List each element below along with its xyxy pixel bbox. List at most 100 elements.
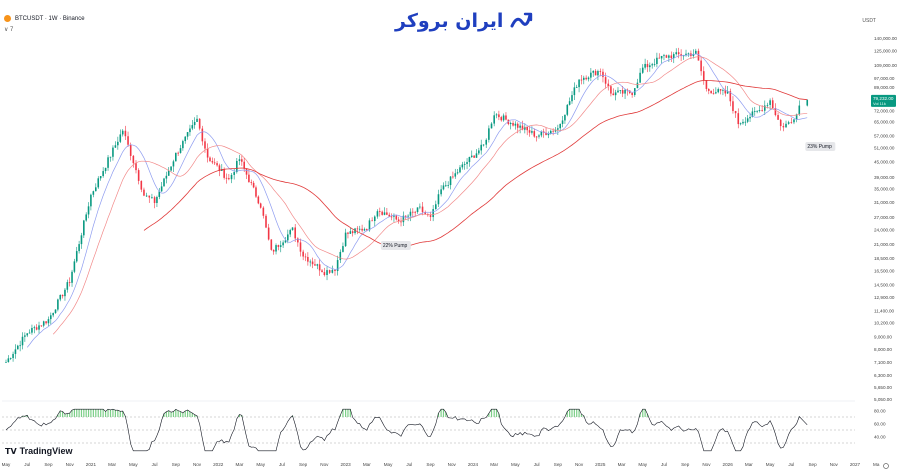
candle-up xyxy=(158,191,161,197)
time-tick-label: May xyxy=(256,462,265,467)
candle-down xyxy=(209,157,211,162)
candle-up xyxy=(331,269,334,273)
candle-up xyxy=(19,345,21,347)
candle-up xyxy=(368,220,371,231)
brand-logo: ایران بروکر xyxy=(395,10,533,32)
candle-down xyxy=(670,55,673,59)
brand-logo-text: ایران بروکر xyxy=(395,10,504,32)
candle-down xyxy=(710,90,712,94)
time-tick-label: Jul xyxy=(279,462,285,467)
bitcoin-icon xyxy=(4,15,11,22)
candle-down xyxy=(452,176,454,178)
candle-up xyxy=(660,55,663,59)
candle-down xyxy=(314,264,316,266)
candle-up xyxy=(349,231,352,234)
rsi-line xyxy=(5,408,808,452)
candle-up xyxy=(196,118,198,122)
candle-down xyxy=(610,86,612,94)
candle-up xyxy=(282,242,284,246)
candle-up xyxy=(376,211,379,217)
symbol-title: BTCUSDT · 1W · Binance xyxy=(15,15,85,22)
candle-down xyxy=(737,113,740,125)
settings-icon xyxy=(883,463,889,469)
time-tick-label: Sep xyxy=(426,462,435,467)
candle-down xyxy=(665,55,668,58)
candle-down xyxy=(198,118,201,129)
candle-down xyxy=(206,148,209,158)
candle-up xyxy=(402,215,405,223)
time-tick-label: Sep xyxy=(808,462,817,467)
candle-down xyxy=(729,91,732,102)
candle-down xyxy=(135,163,137,171)
indicator-toggle[interactable]: ∨ 7 xyxy=(4,27,14,33)
symbol-header[interactable]: BTCUSDT · 1W · Binance xyxy=(4,15,85,22)
candle-up xyxy=(16,345,19,350)
candle-down xyxy=(228,178,230,180)
candle-down xyxy=(259,203,262,208)
price-tick-label: 27,000.00 xyxy=(874,215,895,220)
candle-up xyxy=(289,230,291,235)
candle-down xyxy=(270,239,273,250)
candle-down xyxy=(302,251,304,257)
price-tick-label: 10,200.00 xyxy=(874,321,895,326)
candle-up xyxy=(672,54,675,59)
candle-up xyxy=(475,153,478,158)
candle-up xyxy=(42,321,45,326)
candle-up xyxy=(454,173,457,177)
candle-down xyxy=(552,130,554,132)
candle-up xyxy=(514,123,517,126)
candle-up xyxy=(749,116,751,119)
time-tick-label: Jul xyxy=(788,462,794,467)
candle-up xyxy=(617,90,619,93)
candle-up xyxy=(336,260,339,272)
candle-up xyxy=(236,161,238,173)
currency-label[interactable]: USDT xyxy=(862,18,876,24)
time-tick-label: 2023 xyxy=(340,462,351,467)
candle-up xyxy=(675,52,678,55)
candle-up xyxy=(549,130,552,134)
candle-down xyxy=(153,197,156,204)
price-tick-label: 21,000.00 xyxy=(874,242,895,247)
candle-up xyxy=(685,53,687,56)
candle-down xyxy=(505,115,507,120)
time-tick-label: Jul xyxy=(406,462,412,467)
candle-up xyxy=(739,123,742,125)
tradingview-logo-icon: 𝗧𝗩 xyxy=(5,446,17,456)
candle-up xyxy=(309,261,312,263)
price-tick-label: 24,000.00 xyxy=(874,228,895,233)
time-tick-label: Mar xyxy=(618,462,626,467)
candle-up xyxy=(64,289,66,297)
candle-up xyxy=(78,244,80,252)
candle-down xyxy=(412,211,414,213)
candle-up xyxy=(393,215,395,217)
candle-down xyxy=(294,227,296,239)
candle-down xyxy=(388,214,391,217)
candle-down xyxy=(361,228,363,231)
candle-up xyxy=(663,55,665,57)
candle-up xyxy=(636,82,639,89)
price-tick-label: 7,100.00 xyxy=(874,360,892,365)
price-tick-label: 72,000.00 xyxy=(874,108,895,113)
tradingview-branding[interactable]: 𝗧𝗩 TradingView xyxy=(5,446,73,456)
candle-down xyxy=(707,88,710,91)
last-price-value: 79,232.00 xyxy=(873,96,894,101)
candle-up xyxy=(639,72,641,83)
time-tick-label: Nov xyxy=(193,462,202,467)
price-tick-label: 57,000.00 xyxy=(874,134,895,139)
candle-up xyxy=(753,111,756,112)
candle-up xyxy=(409,211,412,216)
candle-up xyxy=(363,229,366,231)
candle-up xyxy=(24,335,26,337)
candle-down xyxy=(323,272,326,276)
candle-up xyxy=(614,92,617,96)
candle-down xyxy=(267,227,270,240)
candle-down xyxy=(211,161,214,163)
price-tick-label: 125,000.00 xyxy=(874,48,897,53)
chart-trend-arrow-icon xyxy=(510,12,533,28)
time-tick-label: Mar xyxy=(236,462,244,467)
candle-down xyxy=(395,215,398,220)
candle-up xyxy=(75,251,78,262)
candle-down xyxy=(299,242,302,252)
price-tick-label: 89,000.00 xyxy=(874,85,895,90)
